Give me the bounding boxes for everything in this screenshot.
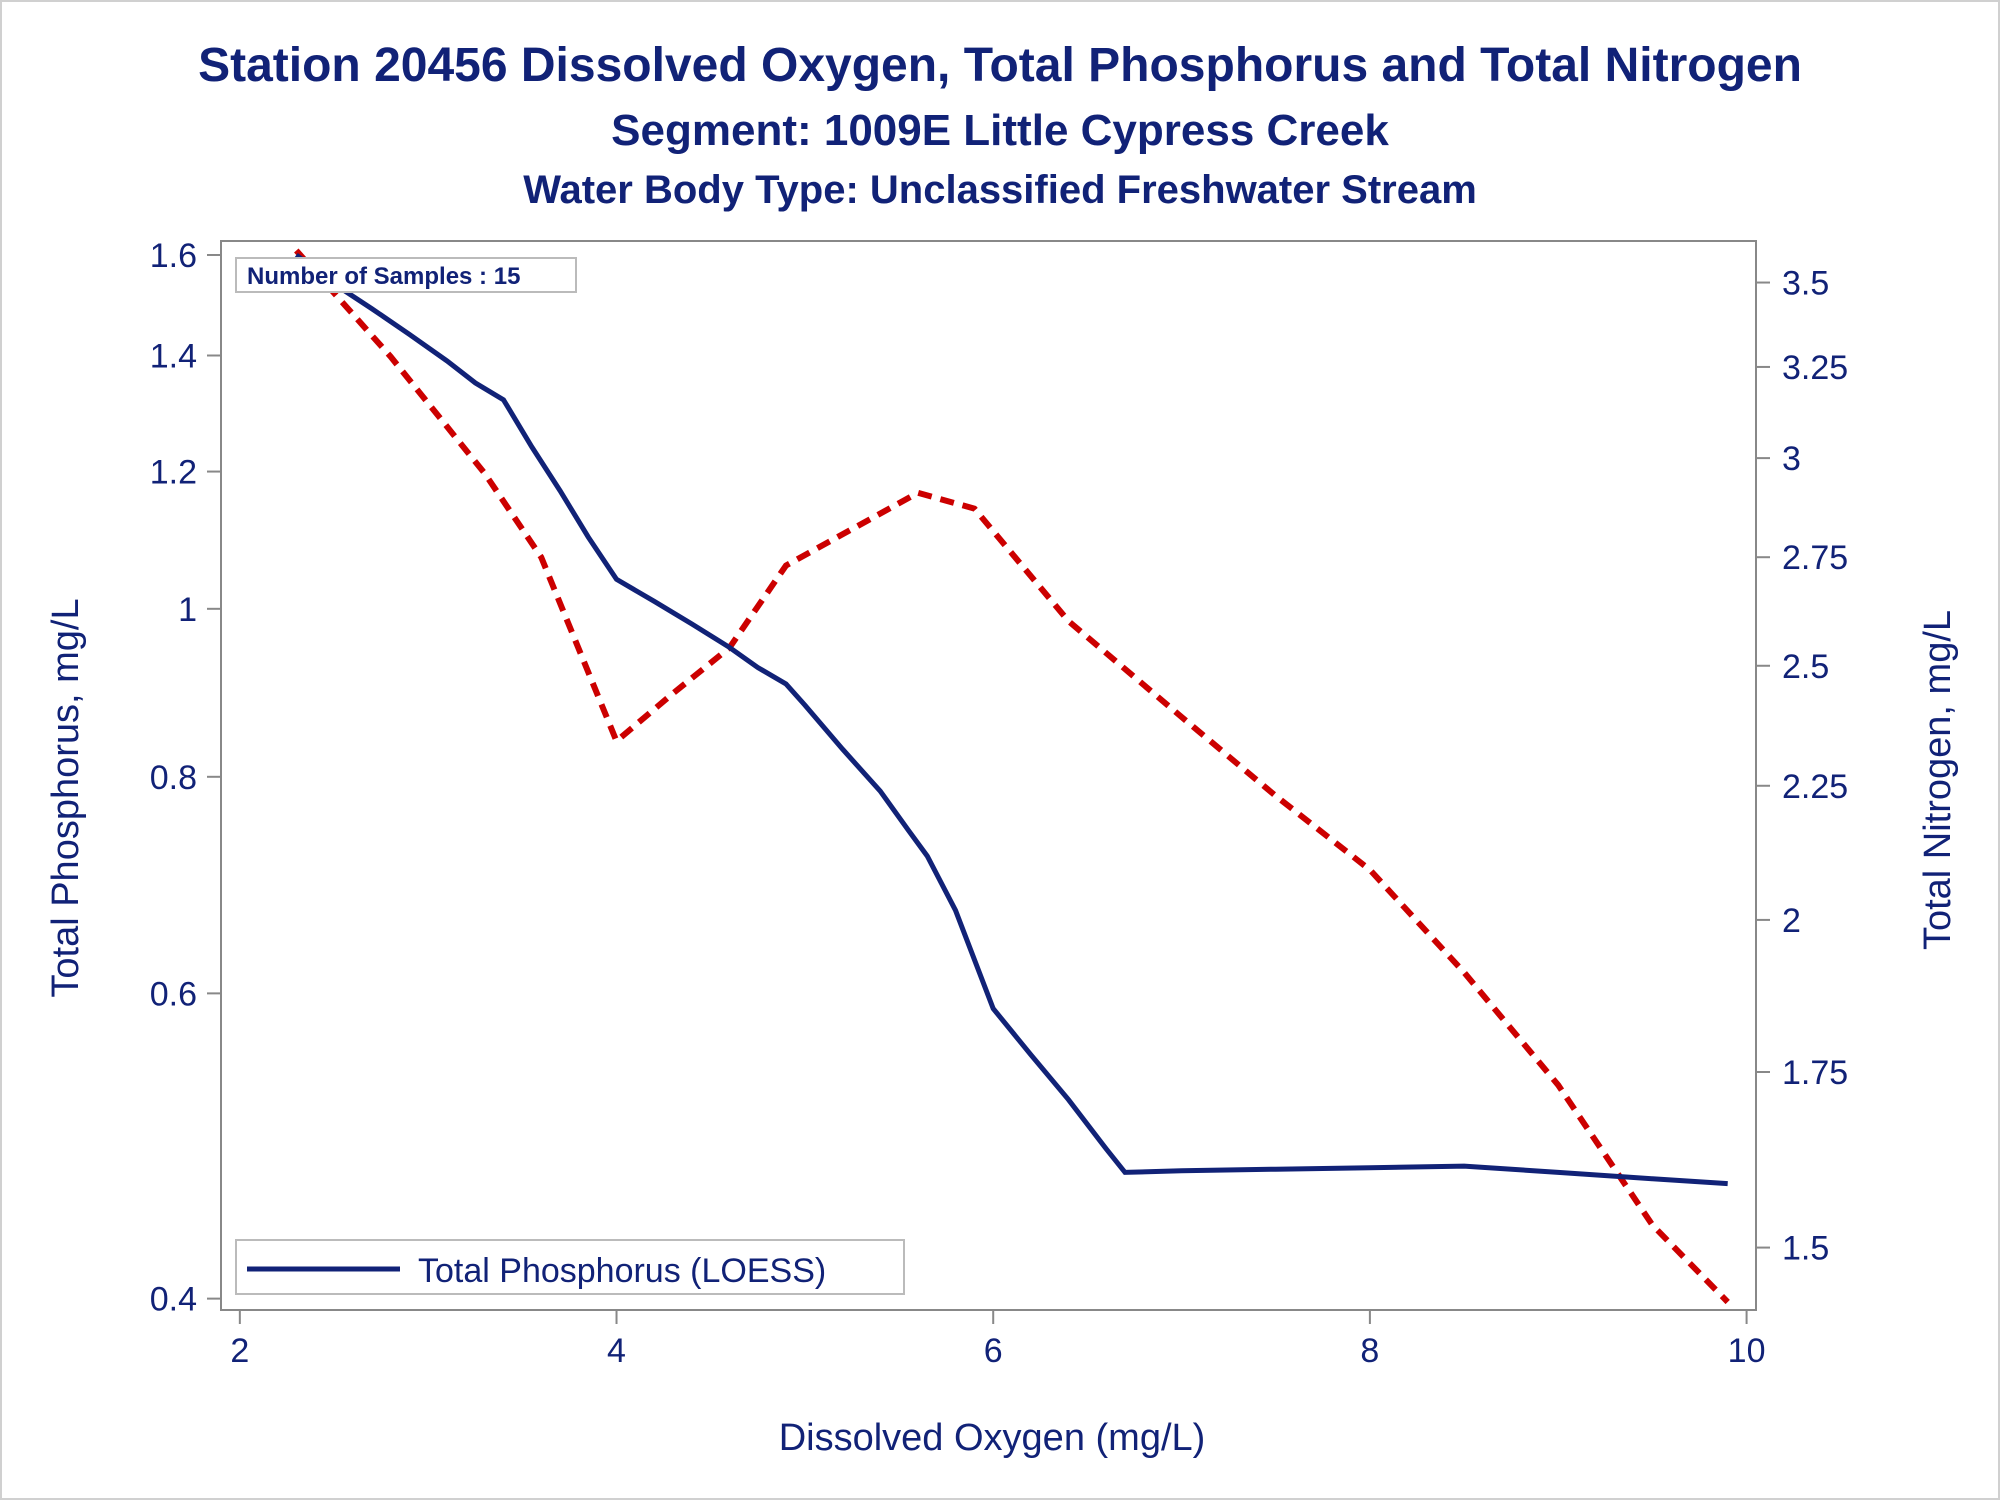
y-tick-label: 0.6: [150, 975, 197, 1013]
y-tick-label: 0.4: [150, 1281, 197, 1319]
chart-title: Station 20456 Dissolved Oxygen, Total Ph…: [198, 39, 1802, 92]
y2-tick-label: 2.5: [1782, 648, 1829, 686]
y2-axis-ticks: 1.5 1.75 2 2.25 2.5 2.75 3 3.25 3.5: [1756, 265, 1848, 1268]
y-axis-ticks: 0.4 0.6 0.8 1 1.2 1.4 1.6: [150, 237, 221, 1319]
y2-tick-label: 1.5: [1782, 1230, 1829, 1268]
y2-tick-label: 3.25: [1782, 349, 1848, 387]
sample-count-inset: Number of Samples : 15: [235, 257, 577, 293]
legend-label-phosphorus: Total Phosphorus (LOESS): [418, 1252, 826, 1290]
x-tick-label: 2: [230, 1332, 249, 1370]
sample-count-label: Number of Samples : 15: [247, 263, 520, 290]
x-axis-ticks: 2 4 6 8 10: [230, 1310, 1765, 1370]
y-tick-label: 1.6: [150, 237, 197, 275]
y2-tick-label: 2.25: [1782, 768, 1848, 806]
legend: Total Phosphorus (LOESS): [235, 1239, 905, 1295]
total-phosphorus-series-line: [294, 253, 1728, 1187]
chart-subtitle-water-body: Water Body Type: Unclassified Freshwater…: [523, 168, 1477, 212]
y-axis-title: Total Phosphorus, mg/L: [45, 598, 87, 997]
y-tick-label: 1: [178, 591, 197, 629]
x-tick-label: 4: [607, 1332, 626, 1370]
y2-tick-label: 2.75: [1782, 539, 1848, 577]
y2-tick-label: 1.75: [1782, 1054, 1848, 1092]
x-tick-label: 10: [1728, 1332, 1766, 1370]
x-tick-label: 8: [1360, 1332, 1379, 1370]
y2-tick-label: 3: [1782, 440, 1801, 478]
y2-tick-label: 2: [1782, 902, 1801, 940]
y2-axis-title: Total Nitrogen, mg/L: [1917, 610, 1959, 950]
x-axis-title: Dissolved Oxygen (mg/L): [779, 1417, 1206, 1459]
y2-tick-label: 3.5: [1782, 265, 1829, 303]
total-nitrogen-series-line: [294, 248, 1730, 1305]
y-tick-label: 0.8: [150, 759, 197, 797]
x-tick-label: 6: [984, 1332, 1003, 1370]
chart-subtitle-segment: Segment: 1009E Little Cypress Creek: [611, 106, 1389, 155]
plot-area: [220, 240, 1757, 1311]
y-tick-label: 1.2: [150, 454, 197, 492]
y-tick-label: 1.4: [150, 338, 197, 376]
